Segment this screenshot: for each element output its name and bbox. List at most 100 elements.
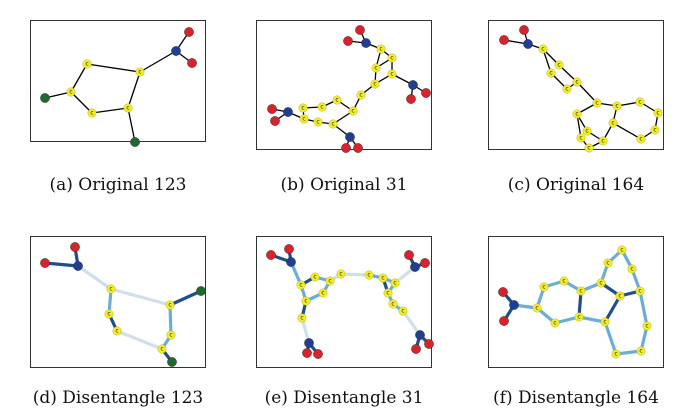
- atom-label: c: [374, 65, 377, 72]
- caption-d: (d) Disentangle 123: [32, 388, 204, 408]
- atom-label: c: [575, 111, 578, 118]
- panel-a: c c c c c: [30, 20, 206, 147]
- oxygen-atom-node: [267, 104, 277, 114]
- atom-label: c: [90, 110, 93, 117]
- atom-label: c: [656, 110, 659, 117]
- carbon-atom-node: c: [627, 264, 637, 274]
- oxygen-atom-node: [424, 339, 434, 349]
- oxygen-atom-node: [341, 143, 351, 153]
- oxygen-atom-node: [519, 25, 529, 35]
- atom-label: c: [638, 288, 641, 295]
- atom-label: c: [639, 136, 642, 143]
- atom-label: c: [639, 348, 642, 355]
- nitrogen-atom-node: [523, 39, 533, 49]
- bond-edge: [638, 289, 649, 328]
- carbon-atom-node: c: [296, 280, 306, 290]
- atom-label: c: [69, 89, 72, 96]
- chlorine-atom-node: [40, 93, 50, 103]
- atom-label: c: [109, 286, 112, 293]
- carbon-atom-node: c: [572, 77, 582, 87]
- bond-edge: [76, 264, 113, 291]
- bond-edge: [603, 294, 622, 324]
- carbon-atom-node: c: [612, 101, 622, 111]
- carbon-atom-node: c: [297, 313, 307, 323]
- carbon-atom-node: c: [596, 278, 606, 288]
- oxygen-atom-node: [270, 116, 280, 126]
- carbon-atom-node: c: [87, 108, 97, 118]
- carbon-atom-node: c: [123, 103, 133, 113]
- carbon-atom-node: c: [574, 312, 584, 322]
- atom-label: c: [615, 103, 618, 110]
- carbon-atom-node: c: [576, 286, 586, 296]
- atom-label: c: [115, 328, 118, 335]
- oxygen-atom-node: [302, 348, 312, 358]
- bond-edge: [168, 289, 203, 307]
- atom-label: c: [390, 71, 393, 78]
- bond-edge: [70, 91, 93, 114]
- atom-label: c: [606, 260, 609, 267]
- carbon-atom-node: c: [538, 44, 548, 54]
- atom-label: c: [302, 116, 305, 123]
- atom-label: c: [541, 46, 544, 53]
- oxygen-atom-node: [266, 250, 276, 260]
- caption-b: (b) Original 31: [280, 175, 408, 195]
- carbon-atom-node: c: [546, 68, 556, 78]
- nitrogen-atom-node: [408, 80, 418, 90]
- carbon-atom-node: c: [336, 269, 346, 279]
- atom-label: c: [645, 323, 648, 330]
- bond-edge: [127, 107, 136, 143]
- panel-f: c c c c c c c c c c c c c c c c: [488, 236, 664, 368]
- carbon-atom-node: c: [562, 84, 572, 94]
- oxygen-atom-node: [70, 242, 80, 252]
- oxygen-atom-node: [420, 258, 430, 268]
- carbon-atom-node: c: [636, 346, 646, 356]
- bond-edge: [70, 63, 88, 93]
- bond-edge: [401, 309, 422, 337]
- atom-label: c: [535, 305, 538, 312]
- molecule-graph-a: c c c c c: [30, 20, 206, 147]
- atom-label: c: [299, 282, 302, 289]
- bond-edge: [86, 63, 141, 73]
- carbon-atom-node: c: [598, 136, 608, 146]
- atom-label: c: [401, 308, 404, 315]
- oxygen-atom-node: [404, 250, 414, 260]
- atom-label: c: [373, 81, 376, 88]
- carbon-atom-node: c: [364, 270, 374, 280]
- carbon-atom-node: c: [584, 143, 594, 153]
- atom-label: c: [553, 320, 556, 327]
- oxygen-atom-node: [284, 244, 294, 254]
- bond-edge: [109, 287, 172, 307]
- atom-label: c: [614, 351, 617, 358]
- carbon-atom-node: c: [318, 288, 328, 298]
- carbon-atom-node: c: [635, 286, 645, 296]
- carbon-atom-node: c: [383, 288, 393, 298]
- carbon-atom-node: c: [370, 79, 380, 89]
- carbon-atom-node: c: [576, 133, 586, 143]
- oxygen-atom-node: [343, 36, 353, 46]
- atom-label: c: [386, 290, 389, 297]
- carbon-atom-node: c: [325, 276, 335, 286]
- carbon-atom-node: c: [112, 326, 122, 336]
- bond-edge: [115, 329, 164, 351]
- carbon-atom-node: c: [332, 95, 342, 105]
- atom-label: c: [557, 62, 560, 69]
- atom-label: c: [85, 61, 88, 68]
- bond-edge: [139, 50, 177, 73]
- chlorine-atom-node: [167, 357, 177, 367]
- bond-edge: [168, 303, 173, 337]
- atom-label: c: [638, 99, 641, 106]
- nitrogen-atom-node: [283, 107, 293, 117]
- atom-label: c: [542, 284, 545, 291]
- atom-label: c: [562, 278, 565, 285]
- atom-label: c: [381, 275, 384, 282]
- carbon-atom-node: c: [317, 102, 327, 112]
- carbon-atom-node: c: [82, 59, 92, 69]
- carbon-atom-node: c: [157, 344, 167, 354]
- carbon-atom-node: c: [554, 60, 564, 70]
- oxygen-atom-node: [421, 88, 431, 98]
- carbon-atom-node: c: [378, 273, 388, 283]
- carbon-atom-node: c: [165, 300, 175, 310]
- caption-a: (a) Original 123: [49, 175, 187, 195]
- carbon-atom-node: c: [376, 44, 386, 54]
